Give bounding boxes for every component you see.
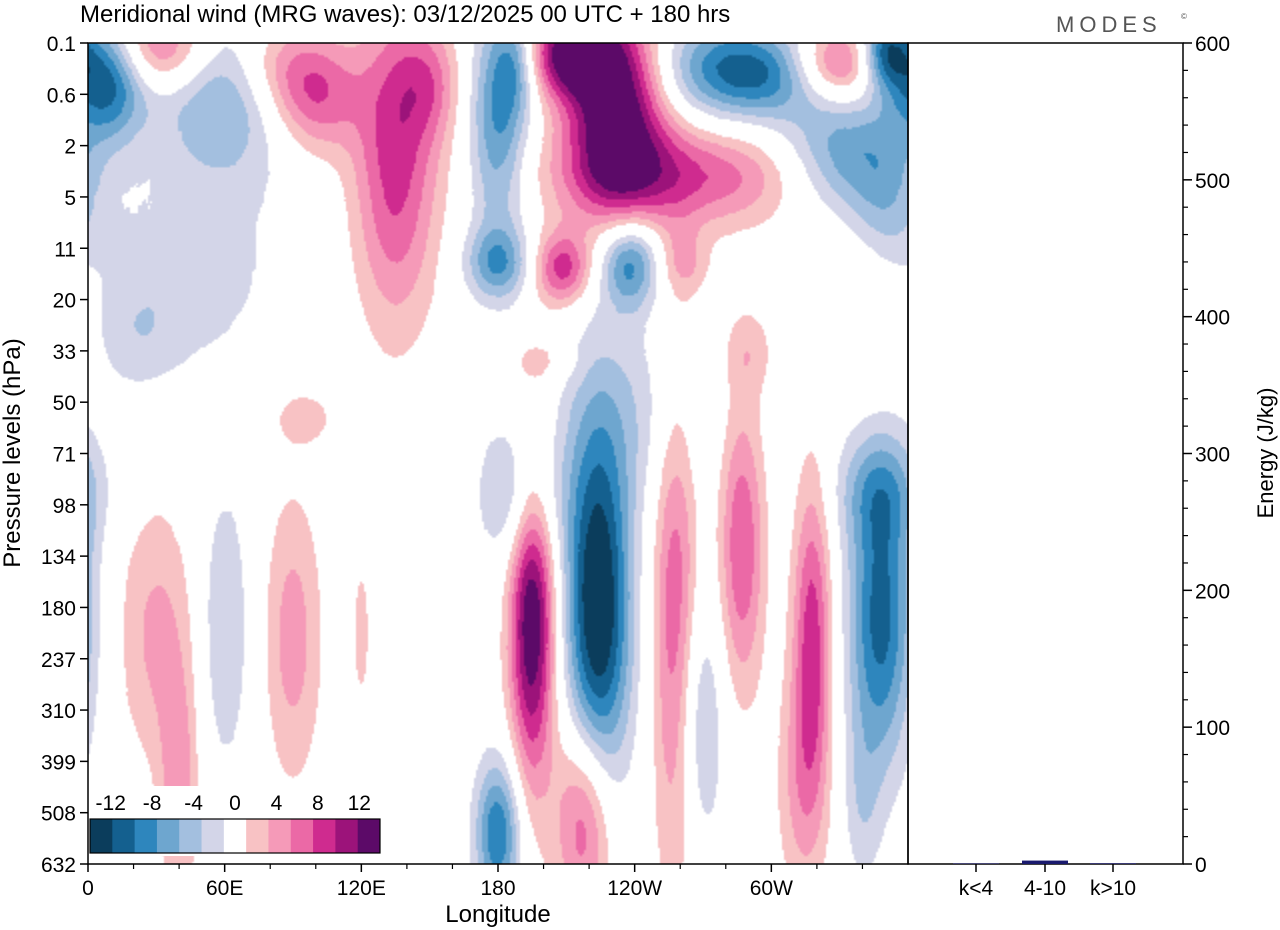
y-tick-label: 71 — [53, 444, 76, 467]
y-axis-title: Pressure levels (hPa) — [0, 338, 26, 567]
colorbar-swatch — [268, 819, 292, 853]
energy-axes-frame — [907, 42, 1184, 865]
heatmap-field — [88, 43, 908, 864]
colorbar-label: 4 — [271, 792, 283, 815]
energy-category-label: k<4 — [959, 877, 994, 900]
energy-bar — [1090, 863, 1136, 864]
colorbar-swatch — [134, 819, 158, 853]
energy-tick-label: 400 — [1195, 307, 1230, 330]
x-tick-label: 60E — [206, 877, 243, 900]
colorbar-swatch — [179, 819, 203, 853]
y-tick-label: 508 — [41, 803, 76, 826]
y-tick-label: 98 — [53, 495, 76, 518]
energy-bar — [1022, 860, 1068, 864]
colorbar-label: -12 — [96, 792, 126, 815]
x-tick-label: 120E — [337, 877, 386, 900]
y-tick-label: 399 — [41, 751, 76, 774]
energy-tick-label: 500 — [1195, 170, 1230, 193]
colorbar-swatch — [313, 819, 336, 853]
y-tick-label: 180 — [41, 597, 76, 620]
y-tick-label: 50 — [53, 392, 76, 415]
y-tick-label: 5 — [64, 187, 76, 210]
colorbar-swatch — [357, 819, 381, 853]
y-tick-label: 11 — [54, 238, 76, 261]
energy-category-label: k>10 — [1090, 877, 1136, 900]
colorbar-label: 12 — [348, 792, 371, 815]
chart-title: Meridional wind (MRG waves): 03/12/2025 … — [80, 1, 730, 28]
colorbar-label: 8 — [312, 792, 324, 815]
y-tick-label: 632 — [41, 854, 76, 877]
ticks-layer: 0.1 0.6 2 5 11 20 33 50 71 98 134 180 237 310 399 508 63… — [41, 33, 1230, 900]
colorbar-swatch — [335, 819, 359, 853]
colorbar-label: 0 — [229, 792, 241, 815]
y-tick-label: 2 — [64, 136, 76, 159]
y-tick-label: 237 — [41, 649, 76, 672]
energy-bars: k<4 4-10 k>10 — [953, 860, 1136, 900]
colorbar-frame — [89, 818, 381, 854]
energy-tick-label: 0 — [1195, 854, 1207, 877]
brand-logo: MODES — [1056, 12, 1162, 37]
y-tick-label: 33 — [53, 341, 76, 364]
colorbar-swatch — [290, 819, 314, 853]
energy-tick-label: 300 — [1195, 444, 1230, 467]
energy-category-label: 4-10 — [1024, 877, 1066, 900]
y-tick-label: 0.6 — [47, 84, 76, 107]
energy-axis-title: Energy (J/kg) — [1253, 388, 1278, 519]
energy-tick-label: 100 — [1195, 717, 1230, 740]
colorbar-swatch — [246, 819, 269, 853]
x-tick-label: 60W — [750, 877, 793, 900]
x-tick-label: 0 — [82, 877, 94, 900]
x-axis-title: Longitude — [445, 901, 550, 928]
colorbar-swatch — [223, 819, 247, 853]
y-tick-label: 0.1 — [47, 33, 76, 56]
colorbar-swatch — [201, 819, 225, 853]
y-tick-label: 20 — [53, 290, 76, 313]
energy-tick-label: 600 — [1195, 33, 1230, 56]
x-tick-label: 120W — [607, 877, 662, 900]
energy-bar — [953, 863, 999, 864]
colorbar-label: -4 — [184, 792, 203, 815]
colorbar-swatch — [156, 819, 180, 853]
colorbar-swatch — [112, 819, 136, 853]
energy-tick-label: 200 — [1195, 580, 1230, 603]
colorbar-label: -8 — [143, 792, 162, 815]
colorbar: -12 -8 -4 0 4 8 12 — [89, 792, 381, 854]
colorbar-swatch — [90, 819, 113, 853]
y-tick-label: 134 — [41, 546, 76, 569]
y-tick-label: 310 — [41, 700, 76, 723]
brand-mark: © — [1181, 12, 1187, 21]
x-tick-label: 180 — [480, 877, 515, 900]
